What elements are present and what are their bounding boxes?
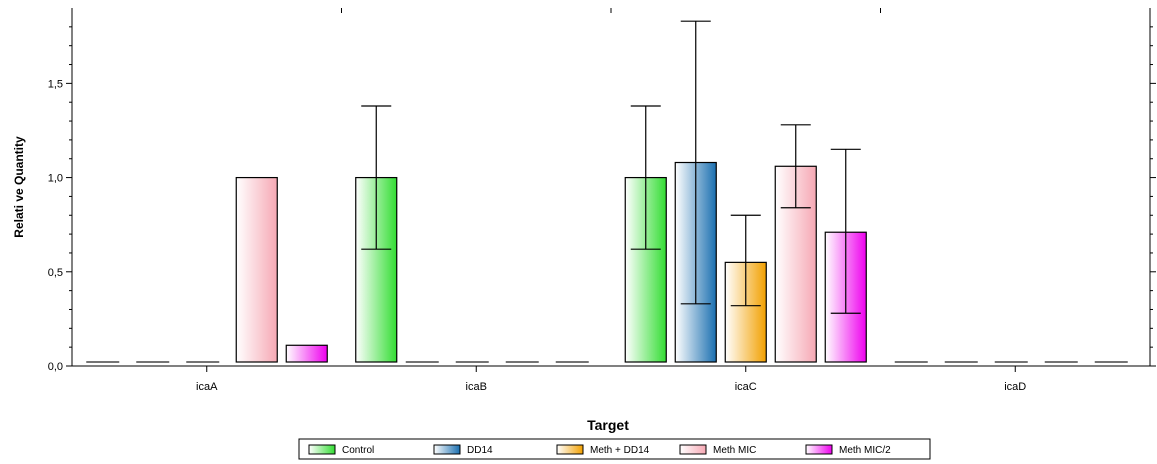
y-tick-label: 0,0 [48, 361, 63, 373]
x-tick-label: icaD [1004, 381, 1026, 393]
legend-label: Meth MIC [713, 445, 756, 456]
y-axis-label: Relati ve Quantity [12, 136, 26, 238]
x-tick-label: icaA [196, 381, 218, 393]
bar [285, 344, 328, 363]
legend-label: Meth MIC/2 [839, 445, 891, 456]
legend-swatch [805, 444, 833, 455]
x-tick-label: icaC [735, 381, 757, 393]
legend-label: Control [342, 445, 374, 456]
bars [86, 20, 1128, 363]
x-tick-label: icaB [466, 381, 487, 393]
legend-swatch [308, 444, 336, 455]
legend-label: DD14 [467, 445, 493, 456]
bar [235, 176, 278, 363]
legend-label: Meth + DD14 [590, 445, 650, 456]
legend-swatch [679, 444, 707, 455]
legend: Control DD14 Meth + DD14 Meth MIC Meth MIC/2 [298, 438, 931, 460]
tick-labels: 0,0 0,5 1,0 1,5 icaA icaB icaC icaD [48, 78, 1027, 393]
y-tick-label: 1,5 [48, 78, 63, 90]
y-tick-label: 0,5 [48, 267, 63, 279]
x-axis-label: Target [587, 417, 629, 433]
y-tick-label: 1,0 [48, 173, 63, 185]
legend-swatch [433, 444, 461, 455]
legend-swatch [556, 444, 584, 455]
axes [66, 8, 1156, 372]
